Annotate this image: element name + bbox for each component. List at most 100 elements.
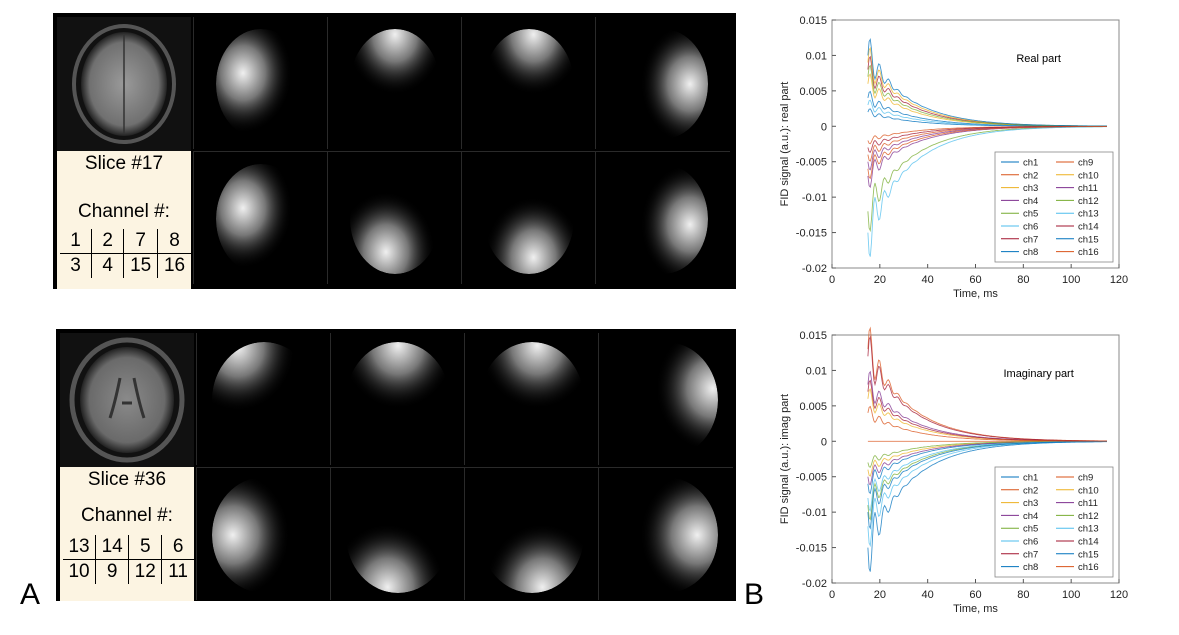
slice-label: Slice #36 [87, 469, 167, 490]
coil-sensitivity-image [461, 151, 596, 284]
legend-label: ch6 [1023, 537, 1038, 548]
slice-info-bottom: Slice #36 Channel #: 13 14 5 6 10 9 12 1… [60, 467, 194, 601]
mri-grid-top: Slice #17 Channel #: 1 2 7 8 3 4 15 16 [53, 13, 736, 289]
legend-label: ch7 [1023, 549, 1038, 560]
coil-image [216, 29, 306, 139]
series-line-ch15 [867, 38, 1107, 127]
channel-cell: 7 [123, 229, 158, 254]
channel-cell: 9 [95, 559, 129, 584]
coil-sensitivity-image [196, 467, 331, 600]
channel-cell: 11 [161, 559, 194, 584]
coil-image [212, 342, 316, 458]
coil-sensitivity-image [461, 17, 596, 149]
x-tick-label: 80 [1017, 589, 1029, 601]
legend-label: ch1 [1023, 158, 1038, 169]
brain-slice-image [72, 24, 176, 144]
y-axis-label: FID signal (a.u.): imag part [779, 394, 791, 524]
coil-image [614, 342, 718, 458]
x-tick-label: 100 [1062, 589, 1080, 601]
coil-image [346, 342, 450, 458]
legend-label: ch8 [1023, 562, 1038, 573]
x-axis-label: Time, ms [953, 288, 998, 300]
legend-label: ch16 [1078, 247, 1099, 258]
coil-sensitivity-image [327, 151, 462, 284]
y-tick-label: 0.015 [799, 15, 827, 27]
channel-cell: 16 [157, 253, 191, 278]
coil-image [480, 342, 584, 458]
coil-sensitivity-image [327, 17, 462, 149]
channel-cell: 15 [123, 253, 158, 278]
legend-label: ch1 [1023, 473, 1038, 484]
coil-sensitivity-image [598, 333, 733, 465]
coil-sensitivity-image [196, 333, 331, 465]
channel-cell: 5 [128, 535, 162, 560]
coil-sensitivity-image [464, 467, 599, 600]
x-tick-label: 20 [874, 274, 886, 286]
legend-label: ch7 [1023, 234, 1038, 245]
channel-label: Channel #: [78, 201, 170, 222]
y-tick-label: -0.005 [796, 157, 827, 169]
coil-image [350, 164, 440, 274]
legend-box [994, 151, 1114, 263]
y-tick-label: -0.015 [796, 228, 827, 240]
y-tick-label: 0 [821, 121, 827, 133]
legend-label: ch3 [1023, 498, 1038, 509]
fid-real-chart: 0 20 40 60 80 100 120 0.015 0.01 0.005 0 -0.005 -0.0… [779, 15, 1128, 300]
y-tick-label: -0.015 [796, 543, 827, 555]
channel-map-table: 13 14 5 6 10 9 12 11 [63, 535, 194, 584]
chart-title: Real part [1016, 53, 1061, 65]
legend-label: ch15 [1078, 234, 1099, 245]
y-tick-label: -0.01 [802, 507, 827, 519]
coil-image [484, 164, 574, 274]
y-tick-label: 0.005 [799, 86, 827, 98]
panel-label-a: A [20, 578, 41, 611]
legend-label: ch5 [1023, 524, 1038, 535]
legend-label: ch16 [1078, 562, 1099, 573]
coil-image [212, 477, 316, 593]
x-tick-label: 40 [922, 274, 934, 286]
legend-label: ch8 [1023, 247, 1038, 258]
channel-cell: 6 [161, 535, 194, 560]
x-axis-label: Time, ms [953, 603, 998, 615]
channel-cell: 4 [91, 253, 124, 278]
legend-box [994, 466, 1114, 578]
x-tick-label: 120 [1110, 274, 1128, 286]
y-tick-label: 0.005 [799, 401, 827, 413]
y-tick-label: 0.01 [806, 365, 827, 377]
coil-image [618, 29, 708, 139]
x-tick-label: 60 [969, 274, 981, 286]
coil-sensitivity-image [193, 151, 328, 284]
legend-label: ch5 [1023, 209, 1038, 220]
coil-image [614, 477, 718, 593]
panel-label-b: B [744, 578, 765, 611]
coil-image [618, 164, 708, 274]
channel-cell: 8 [157, 229, 191, 254]
y-tick-label: 0.015 [799, 330, 827, 342]
legend-label: ch2 [1023, 485, 1038, 496]
legend-label: ch13 [1078, 524, 1099, 535]
x-tick-label: 0 [829, 589, 835, 601]
fid-imag-chart: 0 20 40 60 80 100 120 0.015 0.01 0.005 0 -0.005 -0.0… [779, 326, 1128, 615]
legend-label: ch9 [1078, 473, 1093, 484]
x-tick-label: 40 [922, 589, 934, 601]
channel-cell: 2 [91, 229, 124, 254]
y-axis-label: FID signal (a.u.): real part [779, 82, 791, 207]
channel-map-table: 1 2 7 8 3 4 15 16 [60, 229, 191, 278]
coil-image [346, 477, 450, 593]
series-line-ch13 [867, 126, 1107, 257]
x-tick-label: 0 [829, 274, 835, 286]
x-tick-label: 20 [874, 589, 886, 601]
legend-label: ch10 [1078, 170, 1099, 181]
legend-label: ch15 [1078, 549, 1099, 560]
coil-sensitivity-image [595, 17, 730, 149]
legend-label: ch2 [1023, 170, 1038, 181]
coil-image [216, 164, 306, 274]
legend-label: ch4 [1023, 196, 1038, 207]
series-line-ch15 [867, 441, 1107, 530]
coil-image [480, 477, 584, 593]
channel-label: Channel #: [81, 505, 173, 526]
legend-label: ch11 [1078, 183, 1098, 194]
y-tick-label: 0 [821, 436, 827, 448]
legend-label: ch12 [1078, 196, 1099, 207]
y-tick-label: -0.005 [796, 472, 827, 484]
